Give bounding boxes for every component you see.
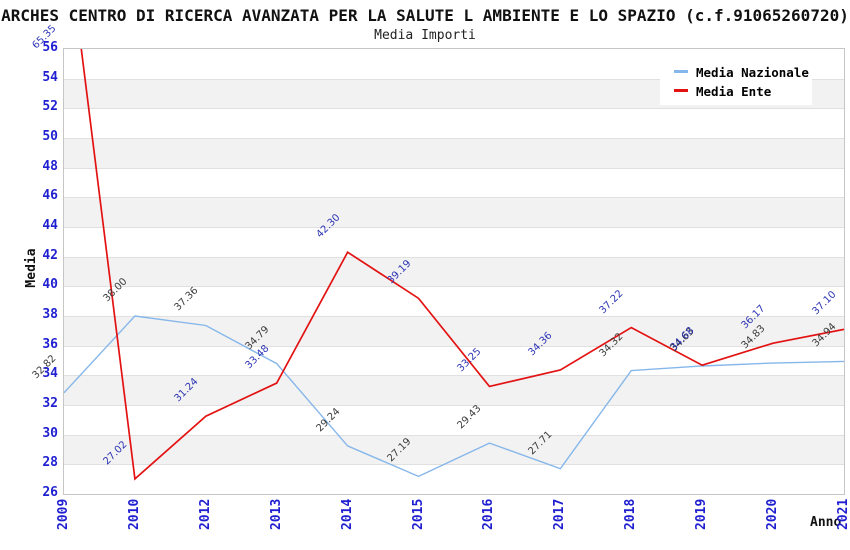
y-tick-label: 54 — [42, 69, 58, 85]
x-tick-label: 2012 — [197, 498, 213, 530]
gridline — [64, 434, 844, 436]
y-tick-label: 40 — [42, 277, 58, 293]
x-tick-label: 2019 — [694, 498, 710, 530]
gridline — [64, 464, 844, 466]
y-tick-label: 48 — [42, 158, 58, 174]
plot-stripe — [64, 464, 844, 494]
gridline — [64, 197, 844, 199]
plot-area — [63, 48, 845, 495]
y-tick-label: 34 — [42, 366, 58, 382]
y-tick-label: 28 — [42, 455, 58, 471]
gridline — [64, 256, 844, 258]
series-line-media-ente — [80, 49, 844, 481]
y-tick-label: 44 — [42, 218, 58, 233]
series-lines-canvas — [64, 49, 844, 481]
plot-stripe — [64, 197, 844, 227]
plot-stripe — [64, 345, 844, 376]
x-tick-label: 2018 — [623, 498, 639, 530]
gridline — [64, 227, 844, 228]
gridline — [64, 345, 844, 347]
x-tick-label: 2014 — [339, 498, 355, 530]
y-tick-label: 42 — [42, 247, 58, 263]
legend-swatch-icon — [674, 70, 688, 73]
x-tick-label: 2020 — [765, 498, 781, 530]
y-tick-label: 52 — [42, 99, 58, 115]
series-line-media-nazionale — [64, 315, 844, 478]
legend-item-media-nazionale: Media Nazionale — [660, 62, 812, 81]
y-tick-label: 32 — [42, 396, 58, 411]
legend-swatch-icon — [674, 89, 688, 92]
x-tick-label: 2021 — [836, 498, 850, 530]
plot-stripe — [64, 286, 844, 316]
gridline — [64, 286, 844, 288]
y-tick-label: 56 — [42, 40, 58, 55]
gridline — [64, 375, 844, 377]
gridline — [64, 167, 844, 169]
legend-item-media-ente: Media Ente — [660, 81, 812, 100]
plot-stripe — [64, 108, 844, 138]
plot-stripe — [64, 256, 844, 287]
x-tick-label: 2016 — [481, 498, 497, 530]
chart-title: ARCHES CENTRO DI RICERCA AVANZATA PER LA… — [1, 6, 849, 25]
plot-stripe — [64, 375, 844, 405]
chart-subtitle: Media Importi — [374, 28, 476, 43]
gridline — [64, 405, 844, 406]
y-tick-label: 26 — [42, 485, 58, 500]
x-tick-label: 2015 — [410, 498, 426, 530]
x-tick-label: 2017 — [552, 498, 568, 530]
gridline — [64, 78, 844, 80]
plot-stripe — [64, 227, 844, 257]
y-tick-label: 46 — [42, 188, 58, 204]
plot-stripe — [64, 316, 844, 346]
x-tick-label: 2009 — [56, 498, 71, 530]
y-tick-label: 36 — [42, 336, 58, 352]
legend-label: Media Nazionale — [696, 65, 809, 80]
legend-label: Media Ente — [696, 84, 772, 99]
gridline — [64, 316, 844, 317]
y-tick-label: 30 — [42, 425, 58, 441]
gridline — [64, 108, 844, 110]
x-tick-label: 2013 — [268, 498, 284, 530]
x-axis-title: Anno — [810, 515, 842, 530]
plot-stripe — [64, 167, 844, 198]
plot-stripe — [64, 138, 844, 168]
legend: Media Nazionale Media Ente — [660, 57, 812, 105]
x-tick-label: 2010 — [126, 498, 142, 530]
y-tick-label: 50 — [42, 129, 58, 144]
plot-stripe — [64, 405, 844, 435]
y-tick-label: 38 — [42, 307, 58, 322]
gridline — [64, 138, 844, 139]
